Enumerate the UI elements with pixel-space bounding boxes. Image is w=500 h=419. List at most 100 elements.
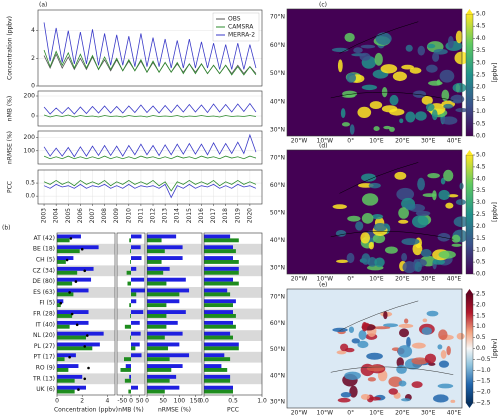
row-band <box>57 351 115 363</box>
panel-label: (b) <box>2 225 11 232</box>
bar <box>147 310 186 314</box>
lon-label: 40°E <box>447 276 462 283</box>
x-tick-label: 2019 <box>234 208 241 223</box>
obs-marker <box>68 355 71 359</box>
x-tick-label: 2010 <box>125 208 132 223</box>
colorbar-tick-label: 0.5 <box>476 120 486 127</box>
map-field <box>406 336 411 348</box>
map-field <box>340 343 349 352</box>
colorbar-extend <box>466 289 473 294</box>
map-field <box>405 44 413 52</box>
obs-marker <box>83 377 87 381</box>
map-field <box>411 342 426 349</box>
bar <box>204 353 225 358</box>
map-field <box>455 199 466 206</box>
bar <box>120 368 131 372</box>
row-band <box>147 243 202 255</box>
obs-marker <box>83 345 87 348</box>
x-tick-label: 2007 <box>89 208 96 223</box>
colorbar-tick-label: 3.0 <box>476 199 486 206</box>
lon-label: 20°E <box>395 276 410 283</box>
bar <box>126 270 131 275</box>
map-frame <box>286 288 463 409</box>
series-line <box>43 133 257 158</box>
colorbar-tick-label: 2.5 <box>476 211 486 218</box>
map-field <box>388 376 403 387</box>
panel-label: (d) <box>319 143 328 150</box>
bar <box>131 385 138 390</box>
x-tick-label: 2017 <box>210 208 217 223</box>
map-field <box>344 32 355 43</box>
map-field <box>355 221 364 231</box>
category-label: CH (5) <box>36 257 55 264</box>
map-field <box>409 67 422 74</box>
bar <box>204 299 236 304</box>
map-field <box>440 177 446 185</box>
map-field <box>401 252 408 262</box>
x-tick-label: 2009 <box>113 208 120 223</box>
lon-label: 30°E <box>421 410 436 417</box>
lon-label: 10°E <box>369 276 384 283</box>
category-label: TR (13) <box>32 375 55 382</box>
map-field <box>346 73 357 83</box>
bar <box>57 364 79 368</box>
map-field <box>426 64 438 73</box>
map-field <box>399 118 404 124</box>
map-field <box>432 259 446 265</box>
map-field <box>351 338 360 344</box>
bar <box>57 335 86 340</box>
map-field <box>433 394 449 403</box>
map-field <box>443 103 453 109</box>
map-field <box>388 388 398 395</box>
series-line <box>43 183 257 199</box>
bar <box>204 335 233 340</box>
map-field <box>368 182 381 189</box>
map-field <box>357 106 372 119</box>
bar <box>147 249 165 254</box>
lat-label: 50°N <box>270 70 285 77</box>
map-field <box>426 310 439 317</box>
map-field <box>396 364 407 374</box>
legend-box <box>212 12 260 42</box>
bar <box>57 314 73 318</box>
bar <box>131 277 145 282</box>
lon-label: 0° <box>347 138 354 145</box>
lat-label: 70°N <box>270 294 285 301</box>
colorbar-tick-label: 0.0 <box>476 271 486 278</box>
bar <box>204 320 233 325</box>
map-field <box>332 204 347 210</box>
colorbar-tick-label: 1.5 <box>476 312 486 319</box>
obs-marker <box>65 258 69 262</box>
bar <box>57 249 80 254</box>
lon-label: 20°W <box>291 410 308 417</box>
panel-label: (e) <box>319 282 327 289</box>
bar <box>130 260 131 264</box>
map-field <box>360 393 370 400</box>
colorbar-tick-label: −2.0 <box>476 389 491 396</box>
bar <box>131 353 142 358</box>
bar <box>204 389 233 394</box>
obs-marker <box>69 237 73 240</box>
coastline <box>330 21 454 101</box>
bar <box>147 256 183 260</box>
row-band <box>147 265 202 277</box>
map-field <box>363 322 370 327</box>
map-field <box>384 246 398 254</box>
map-field <box>421 327 432 335</box>
map-field <box>348 326 355 333</box>
map-field <box>456 332 465 340</box>
bar <box>57 270 78 275</box>
map-field <box>398 328 410 338</box>
map-field <box>367 377 377 382</box>
map-field <box>411 215 429 229</box>
bar <box>57 353 76 358</box>
map-field <box>451 243 462 247</box>
category-label: NL (20) <box>33 332 55 339</box>
x-tick-label: 50 <box>136 398 144 405</box>
map-field <box>440 116 458 125</box>
obs-marker <box>87 366 90 370</box>
x-tick-label: 2020 <box>246 208 253 223</box>
bar <box>57 238 70 243</box>
bar <box>130 249 131 254</box>
bar <box>147 331 183 336</box>
